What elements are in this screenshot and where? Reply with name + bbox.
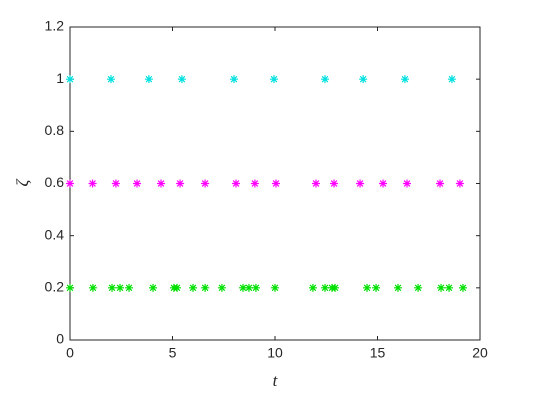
y-tick-label: 0.6 xyxy=(45,174,65,190)
marker xyxy=(331,283,340,292)
marker xyxy=(177,75,186,84)
marker xyxy=(445,283,454,292)
marker xyxy=(66,283,74,292)
marker xyxy=(173,283,182,292)
x-tick-label: 5 xyxy=(169,345,177,361)
marker xyxy=(149,283,158,292)
marker xyxy=(157,179,166,188)
marker xyxy=(251,283,260,292)
y-tick-label: 0.4 xyxy=(45,226,65,242)
marker xyxy=(458,283,467,292)
marker xyxy=(356,179,365,188)
y-tick-label: 0.8 xyxy=(45,122,65,138)
x-tick-label: 10 xyxy=(267,345,283,361)
marker xyxy=(271,283,279,292)
marker xyxy=(455,179,464,188)
marker xyxy=(189,283,197,292)
marker xyxy=(437,283,446,292)
marker xyxy=(321,283,330,292)
marker xyxy=(176,179,185,188)
marker xyxy=(359,75,368,84)
y-axis-label: ζ xyxy=(13,178,32,186)
x-axis-label: t xyxy=(273,371,279,390)
x-tick-label: 15 xyxy=(370,345,386,361)
marker xyxy=(144,75,153,84)
x-tick-label: 20 xyxy=(472,345,488,361)
marker xyxy=(107,75,115,84)
marker xyxy=(436,179,445,188)
marker xyxy=(269,75,278,84)
y-tick-label: 0 xyxy=(56,331,64,347)
marker xyxy=(250,179,259,188)
marker xyxy=(239,283,248,292)
marker xyxy=(230,75,238,84)
x-tick-label: 0 xyxy=(66,345,74,361)
marker xyxy=(308,283,317,292)
marker xyxy=(108,283,117,292)
y-tick-label: 0.2 xyxy=(45,279,65,295)
marker xyxy=(414,283,423,292)
marker xyxy=(217,283,226,292)
marker xyxy=(272,179,281,188)
marker xyxy=(403,179,412,188)
marker xyxy=(88,179,97,188)
marker xyxy=(379,179,388,188)
marker xyxy=(330,179,339,188)
marker xyxy=(116,283,125,292)
marker xyxy=(232,179,241,188)
y-tick-label: 1 xyxy=(56,70,64,86)
marker xyxy=(111,179,120,188)
marker xyxy=(88,283,97,292)
marker xyxy=(363,283,372,292)
marker xyxy=(133,179,142,188)
marker xyxy=(244,283,253,292)
marker xyxy=(125,283,134,292)
y-tick-label: 1.2 xyxy=(45,18,65,34)
marker xyxy=(201,283,210,292)
marker xyxy=(312,179,320,188)
marker xyxy=(372,283,381,292)
marker xyxy=(400,75,409,84)
marker xyxy=(447,75,456,84)
marker xyxy=(394,283,402,292)
marker xyxy=(66,75,74,84)
marker xyxy=(201,179,210,188)
marker xyxy=(321,75,330,84)
marker xyxy=(66,179,74,188)
